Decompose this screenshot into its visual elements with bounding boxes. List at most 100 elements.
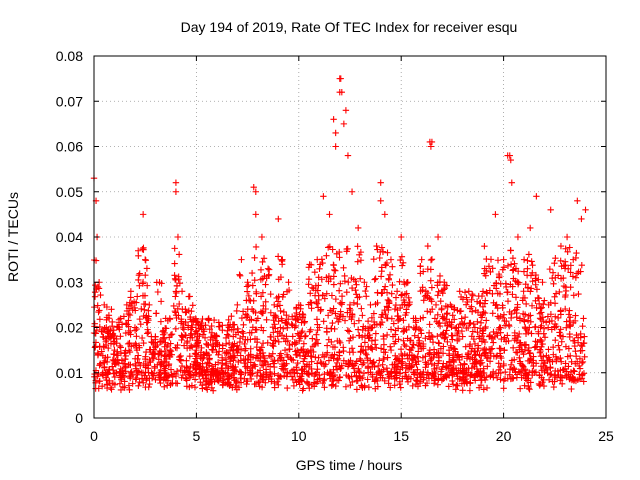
data-point bbox=[348, 274, 355, 282]
data-point bbox=[267, 370, 274, 378]
data-point bbox=[532, 277, 539, 284]
data-point bbox=[372, 275, 379, 282]
data-point bbox=[96, 307, 103, 314]
data-point bbox=[565, 371, 572, 378]
data-point bbox=[276, 373, 284, 380]
data-point bbox=[360, 359, 367, 367]
data-point bbox=[466, 387, 474, 394]
data-point bbox=[403, 306, 410, 313]
data-point bbox=[163, 355, 170, 363]
data-point bbox=[131, 327, 139, 334]
data-point bbox=[204, 386, 211, 393]
data-point bbox=[545, 354, 552, 361]
data-point bbox=[438, 377, 446, 384]
data-point bbox=[504, 298, 512, 305]
data-point bbox=[312, 340, 319, 347]
data-point bbox=[410, 324, 418, 332]
data-point bbox=[551, 260, 558, 267]
data-point bbox=[535, 295, 543, 302]
data-point bbox=[337, 75, 344, 82]
data-point bbox=[431, 351, 438, 358]
data-point bbox=[448, 369, 456, 376]
data-point bbox=[286, 341, 293, 349]
data-point bbox=[267, 290, 274, 298]
data-point bbox=[346, 349, 353, 356]
data-point bbox=[283, 319, 290, 327]
data-point bbox=[438, 305, 445, 312]
data-point bbox=[533, 286, 541, 293]
data-point bbox=[230, 326, 237, 334]
data-point bbox=[500, 360, 507, 368]
data-point bbox=[205, 341, 212, 349]
data-point bbox=[302, 332, 309, 339]
data-point bbox=[306, 384, 313, 392]
data-point bbox=[514, 280, 522, 288]
data-point bbox=[339, 313, 347, 320]
data-point bbox=[143, 265, 151, 272]
data-point bbox=[374, 377, 381, 385]
data-point bbox=[174, 233, 182, 241]
data-point bbox=[497, 329, 504, 336]
data-point bbox=[202, 371, 210, 378]
data-point bbox=[500, 311, 508, 318]
data-point bbox=[409, 357, 417, 364]
data-point bbox=[252, 188, 259, 195]
data-point bbox=[110, 350, 117, 358]
data-point bbox=[370, 310, 378, 317]
data-point bbox=[205, 316, 212, 323]
data-point bbox=[175, 251, 183, 258]
data-point bbox=[228, 312, 235, 320]
data-point bbox=[288, 313, 296, 320]
data-point bbox=[280, 325, 287, 332]
data-point bbox=[459, 321, 467, 328]
data-point bbox=[343, 371, 350, 379]
data-point bbox=[275, 215, 282, 223]
data-point bbox=[364, 318, 372, 325]
data-point bbox=[479, 369, 487, 377]
data-point bbox=[580, 378, 587, 385]
data-point bbox=[133, 325, 140, 333]
data-point bbox=[426, 138, 434, 146]
data-point bbox=[466, 305, 474, 312]
data-point bbox=[292, 322, 300, 330]
y-tick-label: 0 bbox=[75, 410, 83, 426]
data-point bbox=[330, 305, 337, 312]
data-point bbox=[516, 354, 523, 362]
data-point bbox=[188, 343, 196, 351]
data-point bbox=[528, 302, 536, 309]
data-point bbox=[330, 281, 338, 288]
data-point bbox=[234, 325, 241, 333]
data-point bbox=[467, 379, 474, 386]
data-point bbox=[539, 363, 547, 370]
data-point bbox=[345, 337, 353, 344]
data-point bbox=[435, 376, 442, 383]
data-point bbox=[222, 340, 230, 348]
data-point bbox=[142, 300, 149, 308]
data-point bbox=[537, 305, 544, 312]
data-point bbox=[232, 382, 239, 390]
data-point bbox=[397, 256, 404, 264]
data-point bbox=[257, 372, 265, 379]
data-point bbox=[303, 379, 311, 387]
data-point bbox=[138, 334, 146, 342]
data-point bbox=[172, 179, 180, 186]
data-point bbox=[577, 334, 584, 341]
data-point bbox=[390, 320, 397, 327]
data-point bbox=[445, 359, 453, 366]
data-point bbox=[181, 367, 188, 374]
data-point bbox=[107, 340, 115, 347]
data-point bbox=[564, 248, 571, 255]
data-point bbox=[349, 378, 356, 386]
data-point bbox=[472, 307, 479, 314]
data-point bbox=[183, 363, 190, 371]
data-point bbox=[539, 378, 546, 386]
data-point bbox=[517, 360, 524, 367]
data-point bbox=[435, 288, 442, 295]
data-point bbox=[549, 269, 557, 276]
data-point bbox=[170, 302, 177, 310]
data-point bbox=[377, 248, 384, 256]
data-point bbox=[445, 383, 452, 390]
data-point bbox=[172, 309, 179, 316]
data-point bbox=[136, 270, 143, 277]
data-point bbox=[422, 353, 429, 360]
